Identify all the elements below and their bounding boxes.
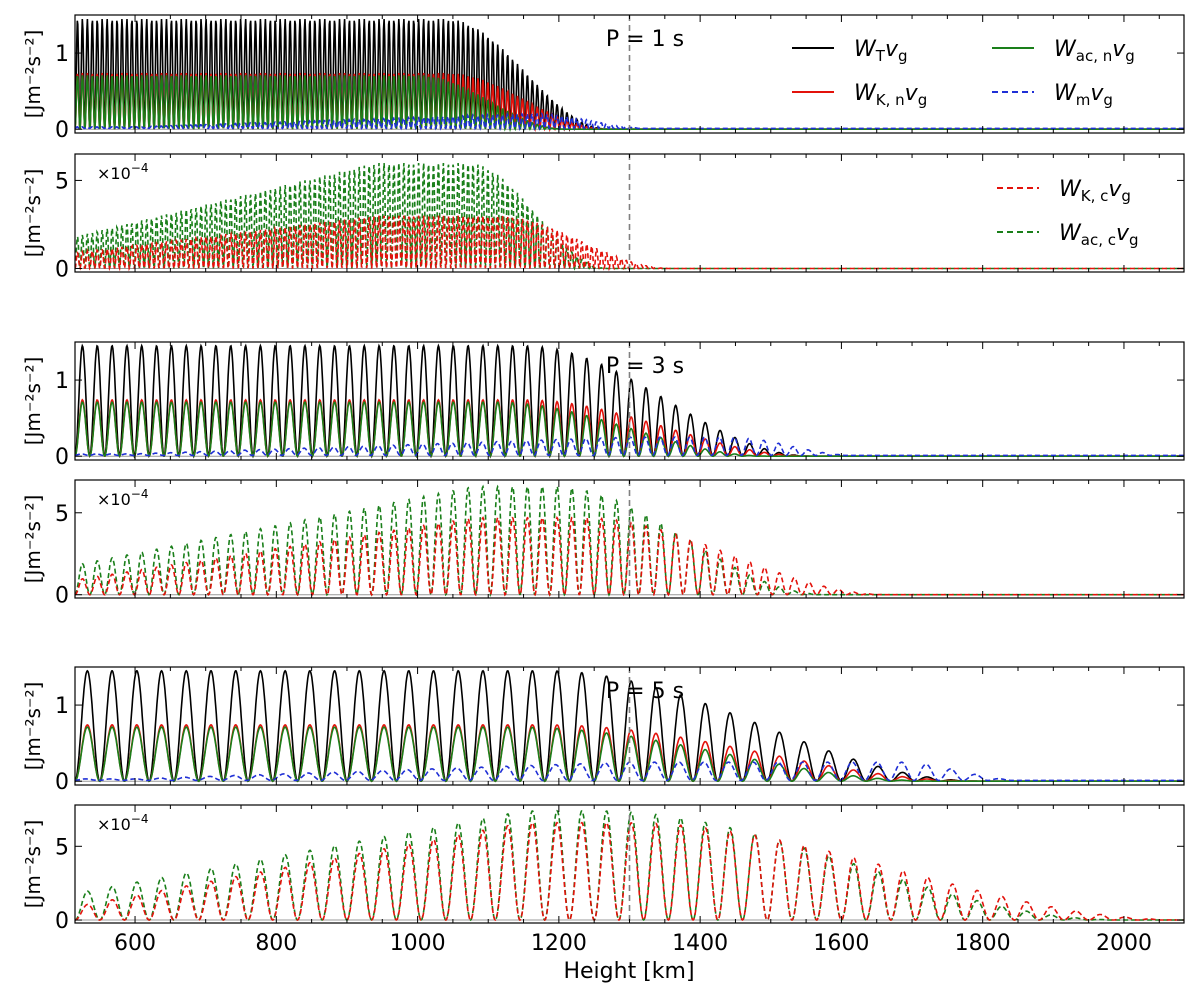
x-tick-label: 2000 [1096, 931, 1152, 956]
x-tick-label: 800 [255, 931, 297, 956]
plot-area [75, 805, 1184, 923]
y-tick-label: 5 [55, 502, 69, 527]
series-acoustic-charged-line [75, 809, 1184, 922]
x-tick-label: 1600 [813, 931, 869, 956]
y-tick-label: 1 [55, 42, 69, 67]
x-tick-label: 1400 [672, 931, 728, 956]
legend-item: WK, cvg [997, 177, 1131, 205]
panel-title: P = 5 s [606, 679, 684, 704]
y-multiplier: ×10−4 [97, 812, 148, 834]
series-acoustic-charged-line [75, 162, 1184, 271]
y-tick-label: 0 [55, 770, 69, 795]
panel-p1-neutral: 0 1 [Jm⁻²s⁻²] P = 1 s WTvg Wac, nvg WK, nvg Wmv… [21, 14, 1185, 143]
series-kinetic-charged-line [75, 215, 1184, 272]
y-tick-label: 1 [55, 369, 69, 394]
legend-label: WK, cvg [1059, 177, 1131, 205]
legend-label: Wac, nvg [1054, 37, 1135, 65]
legend-item: WTvg [792, 37, 908, 65]
y-axis-label: [Jm⁻²s⁻²] [21, 169, 45, 258]
x-axis-label: Height [km] [563, 959, 694, 984]
y-axis-label: [Jm⁻²s⁻²] [21, 30, 45, 119]
legend-item: Wac, cvg [997, 221, 1139, 249]
plot-area [75, 154, 1184, 272]
legend-label: WTvg [854, 37, 908, 65]
legend-label: WK, nvg [854, 81, 927, 109]
legend-item: Wmvg [992, 81, 1113, 109]
panel-title: P = 3 s [606, 354, 684, 379]
y-tick-label: 0 [55, 909, 69, 934]
y-multiplier: ×10−4 [97, 487, 148, 509]
y-tick-label: 0 [55, 445, 69, 470]
plot-area [75, 480, 1184, 598]
y-axis-label: [Jm⁻²s⁻²] [21, 357, 45, 446]
y-tick-label: 5 [55, 835, 69, 860]
y-tick-label: 0 [55, 584, 69, 609]
legend-item: WK, nvg [792, 81, 927, 109]
y-tick-label: 5 [55, 169, 69, 194]
x-tick-label: 600 [114, 931, 156, 956]
y-tick-label: 0 [55, 118, 69, 143]
y-axis-label: [Jm⁻²s⁻²] [21, 820, 45, 909]
series-acoustic-line [75, 75, 1184, 133]
x-tick-label: 1000 [390, 931, 446, 956]
y-multiplier: ×10−4 [97, 161, 148, 183]
panel-p3-neutral: 0 1 [Jm⁻²s⁻²] P = 3 s [21, 341, 1185, 470]
legend-label: Wmvg [1054, 81, 1113, 109]
y-tick-label: 0 [55, 257, 69, 282]
panel-p5-neutral: 0 1 [Jm⁻²s⁻²] P = 5 s [21, 666, 1185, 795]
x-axis-tick-labels: 600 800 1000 1200 1400 1600 1800 2000 [114, 931, 1152, 956]
legend-label: Wac, cvg [1059, 221, 1139, 249]
y-axis-label: [Jm⁻²s⁻²] [21, 495, 45, 584]
panel-p5-charged: 0 5 [Jm⁻²s⁻²] ×10−4 [21, 804, 1185, 934]
panel-p3-charged: 0 5 [Jm⁻²s⁻²] ×10−4 [21, 479, 1185, 609]
y-tick-label: 1 [55, 694, 69, 719]
y-axis-label: [Jm⁻²s⁻²] [21, 682, 45, 771]
panel-p1-charged: 0 5 [Jm⁻²s⁻²] ×10−4 WK, cvg Wac, cvg [21, 153, 1185, 282]
series-kinetic-charged-line [75, 821, 1184, 922]
x-tick-label: 1200 [531, 931, 587, 956]
legend-item: Wac, nvg [992, 37, 1135, 65]
plot-area [75, 342, 1184, 460]
x-tick-label: 1800 [955, 931, 1011, 956]
panel-title: P = 1 s [606, 27, 684, 52]
